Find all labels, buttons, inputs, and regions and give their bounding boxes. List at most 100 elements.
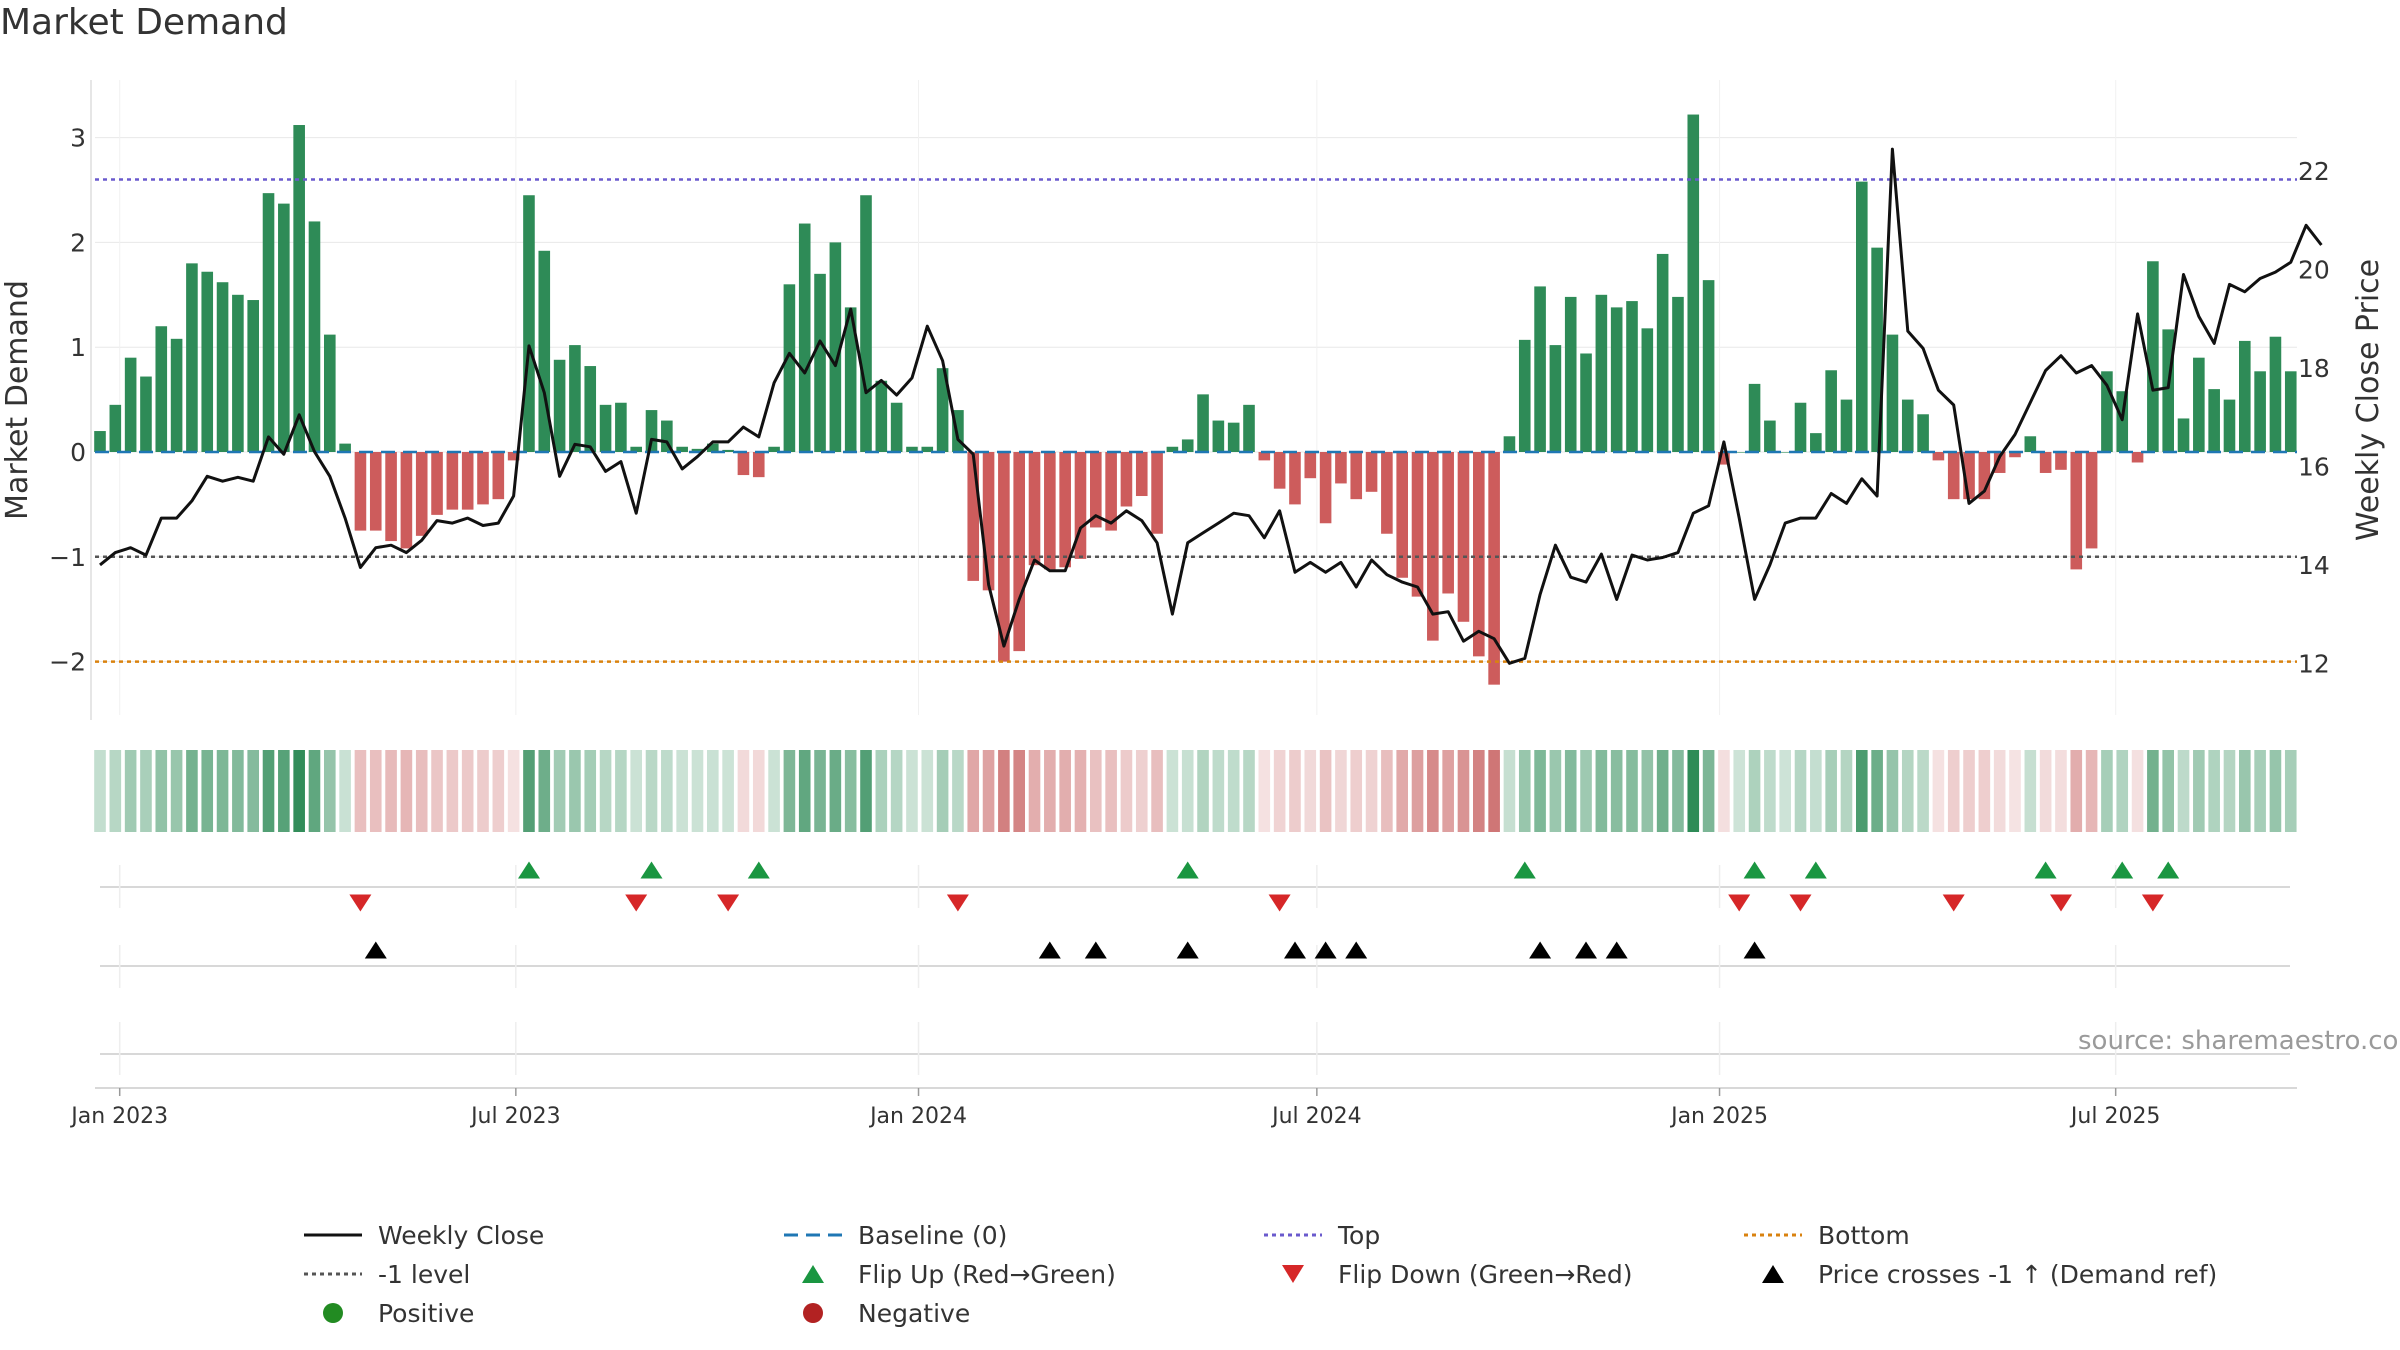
flip-up-marker	[1743, 861, 1766, 879]
heat-strip-cell	[1243, 750, 1255, 832]
demand-bar	[1396, 452, 1408, 578]
demand-bar	[2193, 357, 2205, 452]
demand-bar	[737, 452, 750, 476]
demand-bar	[1978, 452, 1991, 500]
flip-up-marker	[2157, 861, 2180, 879]
demand-bar	[354, 452, 367, 531]
demand-bar	[967, 452, 980, 581]
heat-strip-cell	[2177, 750, 2190, 832]
demand-bar	[415, 452, 428, 536]
heat-strip-cell	[707, 750, 719, 832]
demand-bar	[1319, 452, 1332, 524]
demand-bar	[936, 368, 949, 452]
demand-bar	[339, 443, 351, 452]
demand-bar	[523, 195, 535, 453]
heat-strip-cell	[492, 750, 505, 832]
demand-bar	[752, 452, 765, 478]
demand-bar	[2131, 452, 2144, 463]
heat-strip-cell	[1825, 750, 1837, 832]
demand-bar	[722, 449, 734, 452]
demand-bar	[1105, 452, 1117, 531]
heat-strip-cell	[1473, 750, 1485, 832]
heat-strip-cell	[798, 750, 811, 832]
legend-label: -1 level	[378, 1259, 471, 1289]
price-cross-marker	[1038, 941, 1061, 959]
demand-bar	[1059, 452, 1071, 568]
flip-up-marker	[518, 861, 540, 879]
heat-strip-cell	[2101, 750, 2113, 832]
heat-strip-cell	[1197, 750, 1209, 832]
demand-bar	[2162, 329, 2174, 452]
flip-down-marker	[2141, 894, 2164, 912]
heat-strip-cell	[2269, 750, 2282, 832]
heat-strip-cell	[1702, 750, 1715, 832]
legend-flip-down: Flip Down (Green→Red)	[1260, 1256, 1633, 1292]
flip-down-marker	[349, 894, 372, 912]
heat-strip-cell	[1564, 750, 1577, 832]
heat-strip-cell	[982, 750, 995, 832]
demand-bar	[1273, 452, 1286, 489]
heat-strip-cell	[2009, 750, 2021, 832]
demand-bar	[1335, 452, 1347, 484]
heat-strip-cell	[1947, 750, 1960, 832]
heat-strip-cell	[1289, 750, 1301, 832]
heat-strip-cell	[599, 750, 612, 832]
heat-strip-cell	[94, 750, 106, 832]
demand-bar	[1090, 452, 1102, 528]
demand-bar	[1825, 370, 1837, 452]
heat-strip-cell	[262, 750, 275, 832]
demand-bar	[2116, 391, 2129, 452]
heat-strip-cell	[385, 750, 397, 832]
heat-strip-cell	[1273, 750, 1286, 832]
demand-bar	[477, 452, 489, 505]
demand-bar	[507, 452, 520, 461]
demand-bar	[2208, 389, 2220, 452]
heat-strip-cell	[2284, 750, 2297, 832]
price-cross-marker	[1605, 941, 1628, 959]
demand-bar	[446, 452, 459, 510]
demand-bar	[385, 452, 397, 542]
heat-strip-cell	[1672, 750, 1684, 832]
legend-negative: Negative	[780, 1295, 970, 1331]
demand-bar	[1748, 383, 1761, 452]
demand-bar	[124, 357, 137, 452]
demand-bar	[630, 446, 642, 452]
heat-strip-cell	[829, 750, 842, 832]
demand-bar	[875, 380, 888, 452]
demand-bar	[2147, 261, 2159, 452]
heat-strip-cell	[461, 750, 474, 832]
heat-strip-cell	[1932, 750, 1945, 832]
heat-strip-cell	[1013, 750, 1025, 832]
heat-strip-cell	[1549, 750, 1562, 832]
demand-bar	[952, 410, 964, 452]
dot-icon	[323, 1303, 343, 1323]
x-tick-label: Jan 2025	[1669, 1104, 1768, 1129]
heat-strip-cell	[140, 750, 152, 832]
demand-bar	[247, 300, 259, 452]
page-title: Market Demand	[0, 2, 288, 43]
demand-bar	[1886, 334, 1899, 452]
heat-strip-cell	[1595, 750, 1608, 832]
demand-bar	[1427, 452, 1439, 641]
demand-bar	[1473, 452, 1485, 657]
legend-minus1-level: -1 level	[300, 1256, 470, 1292]
dot-icon	[803, 1303, 823, 1323]
heat-strip-cell	[1871, 750, 1883, 832]
heat-strip-cell	[1212, 750, 1225, 832]
demand-bar	[1120, 452, 1133, 507]
demand-bar	[1932, 452, 1945, 461]
demand-bar	[2223, 399, 2236, 452]
demand-bar	[2239, 340, 2251, 452]
demand-bar	[1702, 280, 1715, 452]
demand-bar	[400, 452, 413, 549]
heat-strip-cell	[1319, 750, 1332, 832]
heat-strip-cell	[1335, 750, 1347, 832]
heat-strip-cell	[155, 750, 168, 832]
flip-up-marker	[2034, 861, 2057, 879]
legend-baseline: Baseline (0)	[780, 1217, 1007, 1253]
heat-strip-cell	[906, 750, 918, 832]
heat-strip-cell	[124, 750, 137, 832]
demand-bar	[921, 446, 934, 452]
heat-strip-cell	[875, 750, 888, 832]
heat-strip-cell	[2147, 750, 2159, 832]
